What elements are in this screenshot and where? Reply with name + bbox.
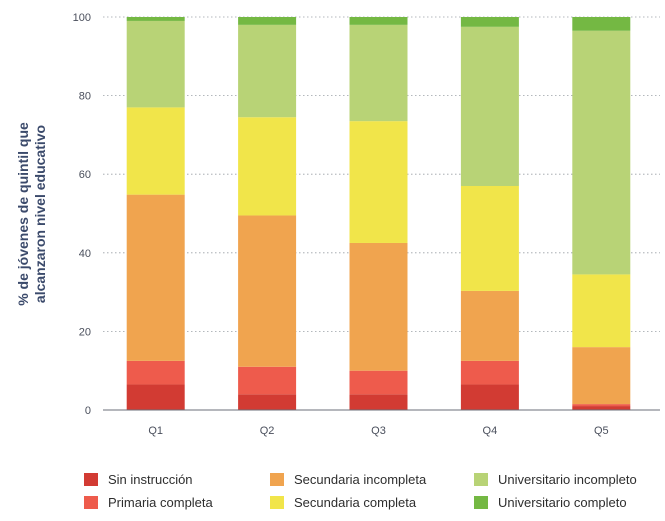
x-tick-label: Q2 [260, 425, 275, 437]
bars [126, 17, 631, 410]
bar-segment [460, 26, 519, 186]
bar-segment [126, 194, 185, 361]
y-axis-title-line: alcanzaron nivel educativo [32, 125, 48, 303]
legend-label: Primaria completa [108, 495, 214, 510]
bar-segment [238, 17, 297, 25]
bar-segment [349, 242, 408, 371]
y-tick-label: 20 [79, 326, 91, 338]
legend-swatch [474, 496, 488, 509]
bar-segment [572, 406, 631, 410]
legend-swatch [474, 473, 488, 486]
bar-segment [460, 17, 519, 27]
bar-segment [126, 384, 185, 410]
bar-segment [349, 121, 408, 243]
bar-segment [349, 24, 408, 122]
bar-segment [572, 30, 631, 275]
bar-segment [238, 215, 297, 367]
legend-label: Sin instrucción [108, 472, 193, 487]
bar-segment [460, 185, 519, 291]
y-tick-label: 40 [79, 248, 91, 260]
bar-segment [126, 20, 185, 108]
bar-segment [349, 17, 408, 25]
bar-segment [460, 360, 519, 385]
y-tick-label: 80 [79, 91, 91, 103]
bar-segment [349, 394, 408, 410]
x-tick-label: Q3 [371, 425, 386, 437]
y-tick-label: 60 [79, 169, 91, 181]
bar-segment [349, 370, 408, 395]
bar-segment [572, 404, 631, 407]
bar-segment [238, 394, 297, 410]
bar-segment [238, 24, 297, 118]
bar-segment [572, 347, 631, 405]
y-tick-label: 100 [73, 12, 91, 24]
legend-swatch [84, 473, 98, 486]
bar-segment [460, 290, 519, 361]
bar-segment [126, 107, 185, 195]
legend: Sin instrucción Primaria completa Secundar… [84, 472, 637, 510]
axes: 0 20 40 60 80 100 Q1 Q2 Q3 Q4 Q5 % de jóvenes de qu… [15, 12, 660, 437]
bar-segment [126, 17, 185, 21]
bar-segment [572, 274, 631, 348]
x-tick-label: Q5 [594, 425, 609, 437]
x-tick-label: Q1 [148, 425, 163, 437]
bar-segment [460, 384, 519, 410]
legend-swatch [270, 473, 284, 486]
y-axis-title: % de jóvenes de quintil quealcanzaron ni… [15, 122, 48, 306]
legend-label: Universitario completo [498, 495, 627, 510]
bar-segment [572, 17, 631, 31]
bar-segment [238, 117, 297, 216]
legend-label: Universitario incompleto [498, 472, 637, 487]
legend-label: Secundaria completa [294, 495, 417, 510]
y-tick-label: 0 [85, 405, 91, 417]
legend-swatch [84, 496, 98, 509]
legend-label: Secundaria incompleta [294, 472, 427, 487]
y-axis-title-line: % de jóvenes de quintil que [15, 122, 31, 306]
bar-segment [238, 366, 297, 395]
legend-swatch [270, 496, 284, 509]
bar-segment [126, 360, 185, 385]
x-tick-label: Q4 [483, 425, 498, 437]
grid [103, 16, 660, 332]
